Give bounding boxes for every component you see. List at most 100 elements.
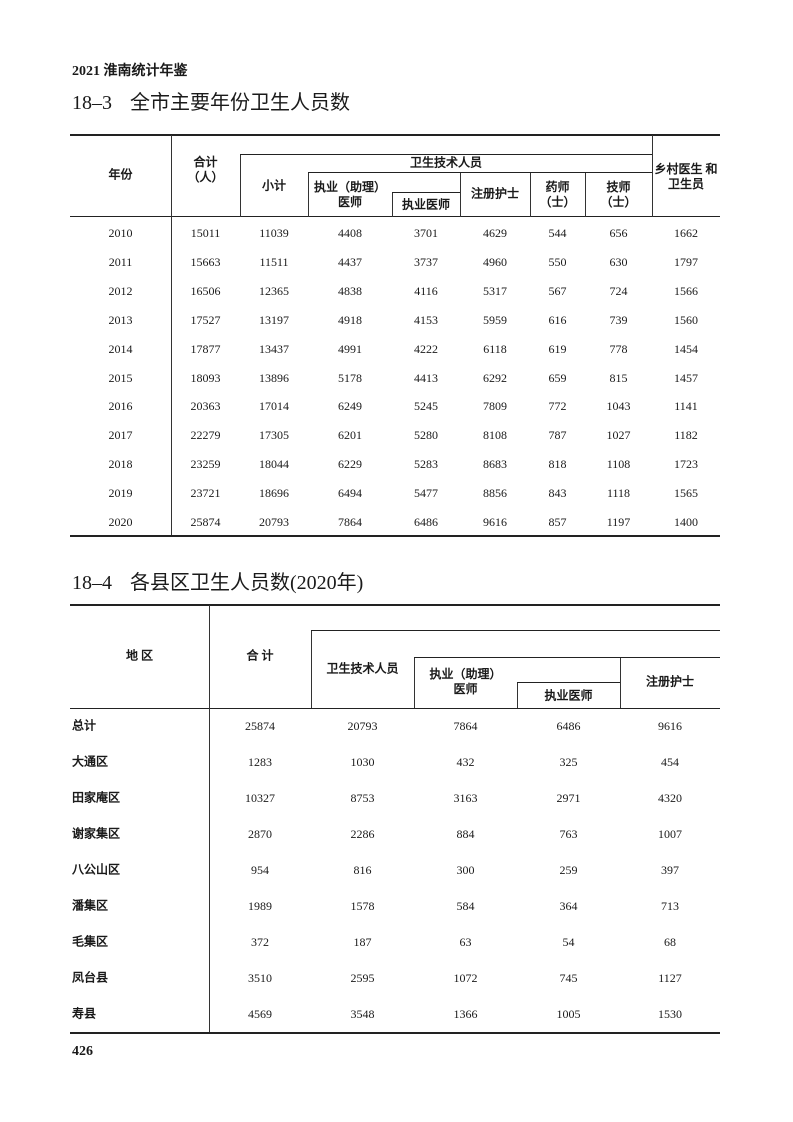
table-cell: 18696 [259, 486, 289, 501]
table-cell: 20363 [190, 399, 221, 414]
row-year: 2017 [108, 428, 133, 443]
table-cell: 2286 [350, 827, 375, 841]
row-region: 田家庵区 [72, 790, 121, 805]
rule-line [240, 154, 652, 155]
table-cell: 8753 [350, 791, 375, 805]
table-cell: 5280 [414, 428, 438, 443]
table-cell: 17305 [259, 428, 289, 443]
table-cell: 4629 [483, 226, 507, 240]
table-cell: 17527 [190, 312, 221, 327]
row-region: 总计 [72, 718, 97, 733]
table-cell: 6118 [483, 341, 507, 356]
table-cell: 1560 [674, 312, 698, 327]
row-year: 2012 [108, 283, 133, 298]
table-cell: 4838 [338, 283, 362, 298]
table-cell: 739 [609, 312, 628, 327]
header-total: 合计 （人） [187, 155, 224, 184]
table-cell: 432 [456, 755, 475, 769]
column-divider [392, 192, 393, 217]
table-cell: 325 [559, 755, 578, 769]
table-cell: 1565 [674, 486, 698, 501]
rule-line [311, 630, 720, 631]
table-cell: 1027 [606, 428, 631, 443]
page-number: 426 [72, 1044, 93, 1059]
table-cell: 1005 [556, 1007, 581, 1021]
table-cell: 3163 [453, 791, 478, 805]
table-cell: 10327 [245, 791, 275, 805]
table-cell: 54 [562, 935, 575, 949]
table-cell: 4413 [414, 370, 438, 385]
table-cell: 2870 [248, 827, 272, 841]
table-cell: 8108 [483, 428, 507, 443]
table-cell: 4320 [658, 791, 682, 805]
table-cell: 1182 [674, 428, 698, 443]
table-cell: 1030 [350, 755, 375, 769]
table-cell: 13197 [259, 312, 289, 327]
table-cell: 818 [548, 457, 567, 472]
table-cell: 1197 [606, 515, 631, 529]
table-cell: 884 [456, 827, 475, 841]
table-cell: 4569 [248, 1007, 272, 1021]
header-licensed-physician: 执业医师 [544, 688, 593, 703]
header-physician: 执业（助理） 医师 [429, 667, 502, 696]
table-cell: 187 [353, 935, 372, 949]
header-year: 年份 [108, 167, 133, 182]
table-cell: 23721 [190, 486, 221, 501]
row-year: 2013 [108, 312, 133, 327]
header-tech: 卫生技术人员 [326, 661, 399, 676]
header-physician: 执业（助理） 医师 [313, 180, 386, 209]
row-region: 凤台县 [72, 970, 109, 985]
table-cell: 4116 [414, 283, 438, 298]
table-cell: 659 [548, 370, 567, 385]
row-region: 寿县 [72, 1006, 97, 1021]
table-cell: 4991 [338, 341, 362, 356]
table-cell: 630 [609, 254, 628, 269]
table-cell: 16506 [190, 283, 221, 298]
table-cell: 5959 [483, 312, 507, 327]
table-cell: 25874 [245, 719, 275, 733]
table-cell: 6201 [338, 428, 362, 443]
table-cell: 8683 [483, 457, 507, 472]
table-cell: 619 [548, 341, 567, 356]
table2-number: 18–4 [72, 572, 112, 594]
table-cell: 17014 [259, 399, 289, 414]
table-cell: 8856 [483, 486, 507, 501]
table-cell: 6292 [483, 370, 507, 385]
table-cell: 364 [559, 899, 578, 913]
table-cell: 300 [456, 863, 475, 877]
row-year: 2011 [108, 254, 133, 269]
rule-line [70, 1032, 720, 1034]
table-cell: 1072 [453, 971, 478, 985]
table-cell: 63 [459, 935, 472, 949]
table-cell: 3510 [248, 971, 272, 985]
table-cell: 13896 [259, 370, 289, 385]
table-cell: 745 [559, 971, 578, 985]
table-cell: 816 [353, 863, 372, 877]
table-cell: 772 [548, 399, 567, 414]
rule-line [70, 535, 720, 537]
row-year: 2014 [108, 341, 133, 356]
table-cell: 7864 [453, 719, 478, 733]
rule-line [70, 216, 720, 217]
row-year: 2019 [108, 486, 133, 501]
header-subtotal: 小计 [261, 178, 286, 193]
column-divider [311, 630, 312, 708]
table-cell: 3737 [414, 254, 438, 269]
table-cell: 6229 [338, 457, 362, 472]
table-cell: 1454 [674, 341, 698, 356]
table-cell: 12365 [259, 283, 289, 298]
rule-line [517, 682, 620, 683]
table-cell: 7864 [338, 515, 362, 529]
table-cell: 15663 [190, 254, 221, 269]
row-region: 潘集区 [72, 898, 109, 913]
header-pharmacist: 药师 （士） [539, 180, 576, 209]
table-cell: 18044 [259, 457, 289, 472]
table-cell: 1662 [674, 226, 698, 240]
row-region: 八公山区 [72, 862, 121, 877]
table-cell: 11039 [259, 226, 289, 240]
table-cell: 1007 [658, 827, 682, 841]
table-cell: 5317 [483, 283, 507, 298]
table-cell: 857 [548, 515, 567, 529]
table-cell: 954 [251, 863, 269, 877]
column-divider [585, 172, 586, 217]
